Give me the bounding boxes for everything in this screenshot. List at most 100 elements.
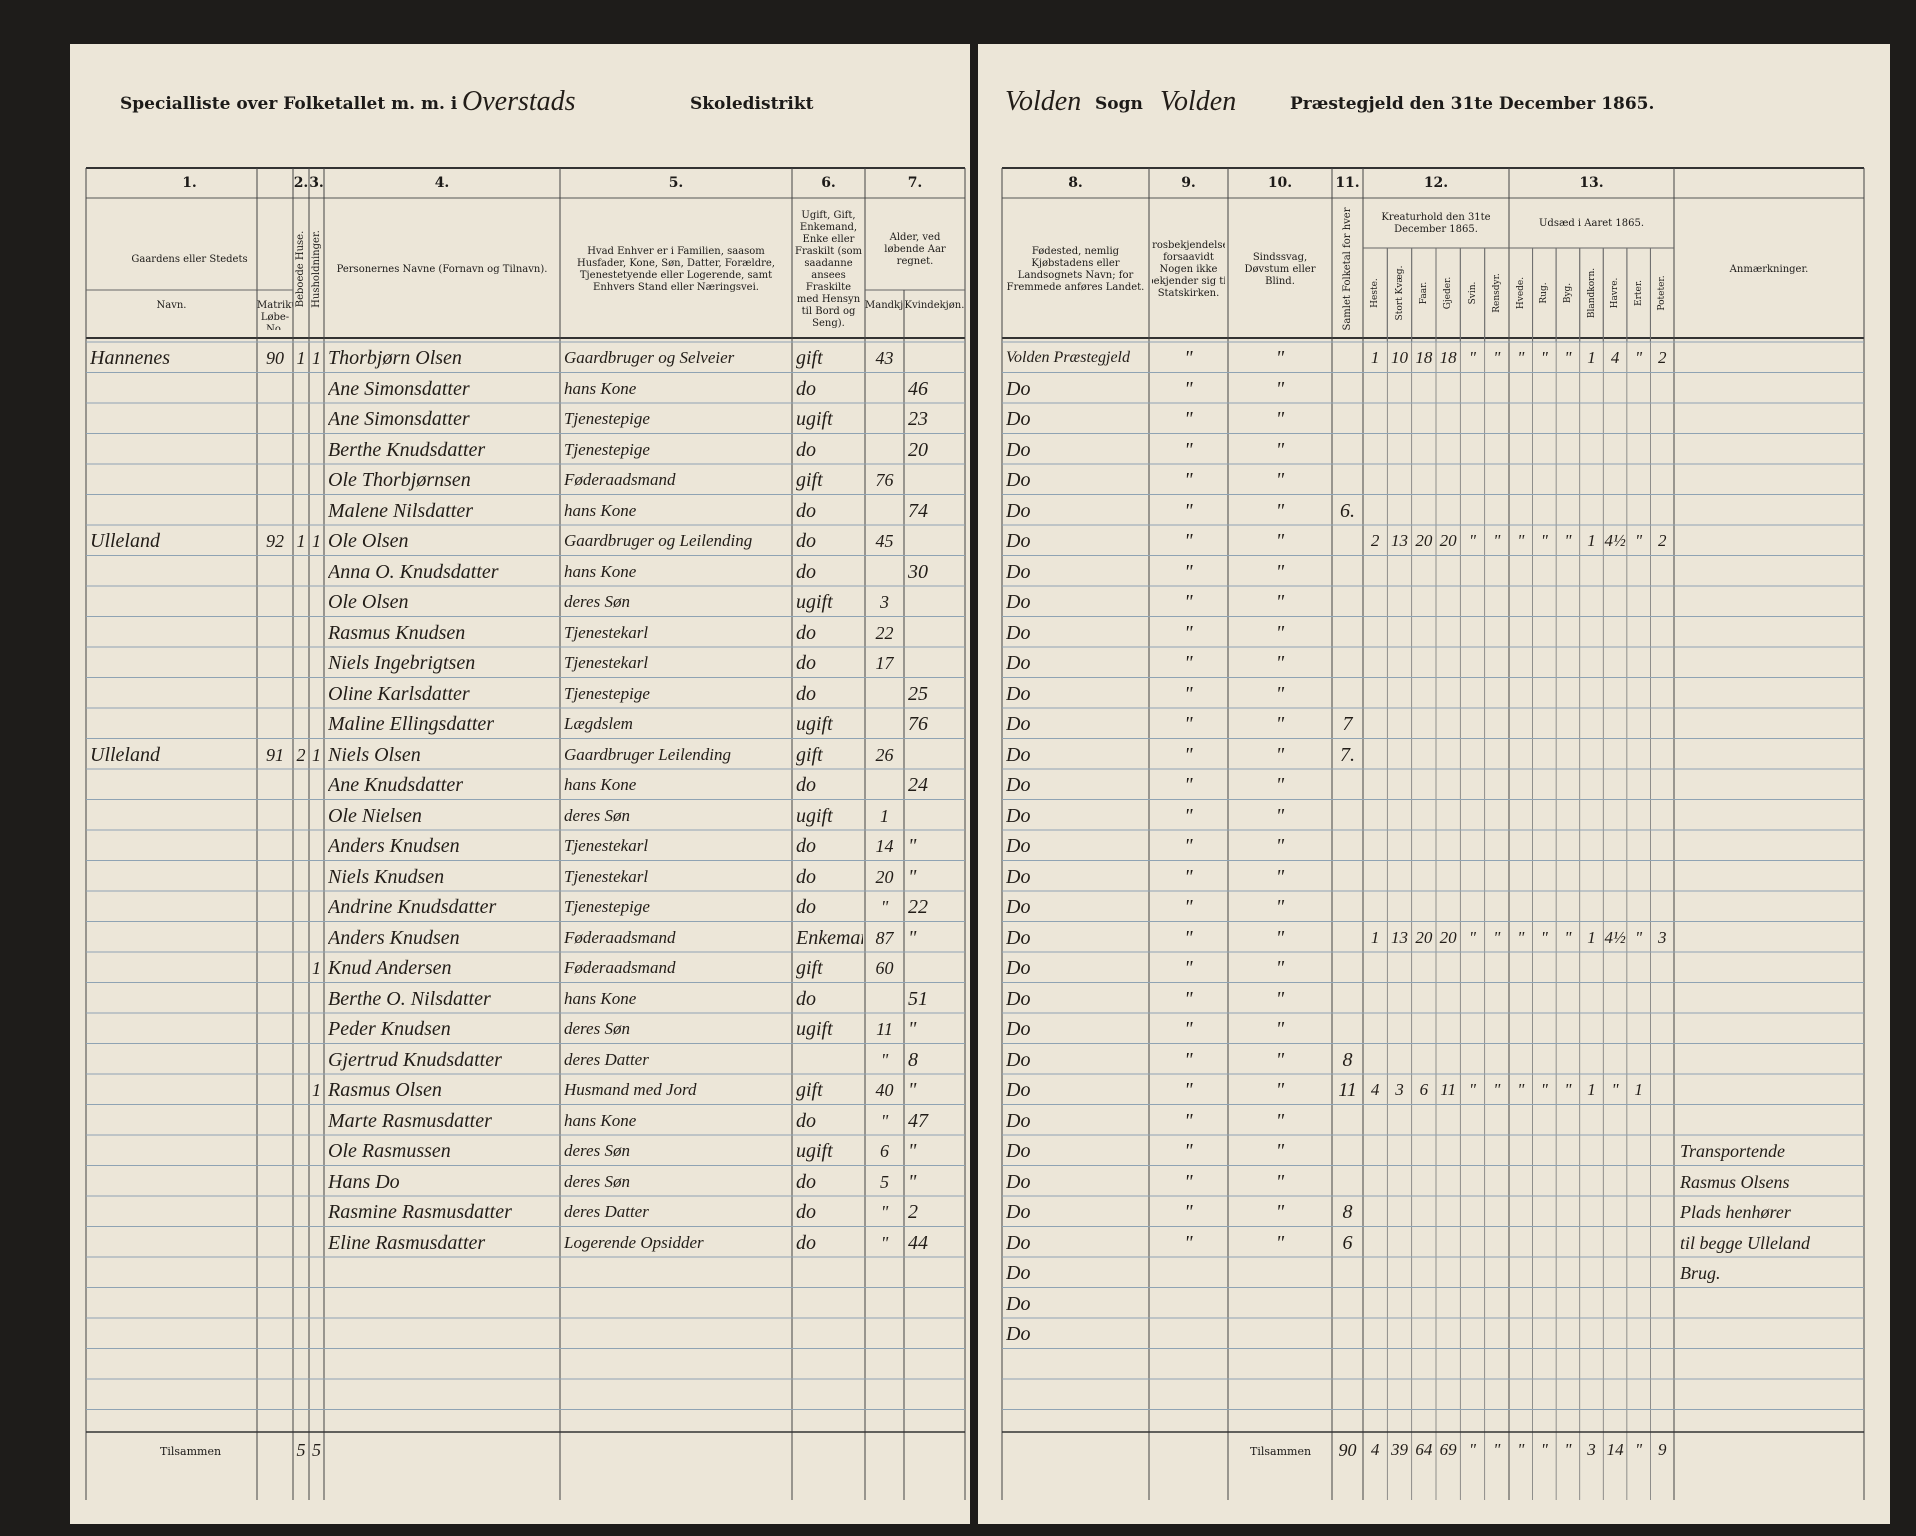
cell-born: Do	[1006, 1140, 1031, 1162]
count-cell: "	[1564, 927, 1572, 947]
cell-born: Do	[1006, 1079, 1031, 1101]
cell-born: Do	[1006, 804, 1031, 827]
cell-f: 44	[908, 1231, 928, 1254]
cell-c9: "	[1184, 591, 1193, 613]
cell-f: 25	[908, 682, 928, 705]
column-label: Kreaturhold den 31te December 1865.	[1381, 212, 1491, 235]
count-cell: 3	[1395, 1080, 1404, 1099]
cell-name: Marte Rasmusdatter	[328, 1109, 492, 1132]
count-cell: "	[1517, 531, 1525, 550]
cell-civil: do	[796, 1231, 816, 1254]
cell-civil: do	[796, 652, 816, 674]
cell-c9: "	[1184, 347, 1193, 369]
cell-hh: 1	[312, 958, 321, 978]
cell-civil: do	[796, 530, 816, 552]
cell-c11: 11	[1338, 1079, 1357, 1101]
cell-hh: 1	[312, 348, 321, 368]
cell-civil: do	[796, 1109, 816, 1132]
column-label: Hvad Enhver er i Familien, saasom Husfad…	[577, 246, 775, 293]
count-cell: 20	[1439, 531, 1457, 550]
cell-civil: ugift	[796, 408, 833, 430]
count-cell: 4	[1370, 1080, 1380, 1099]
count-cell: "	[1635, 348, 1643, 367]
cell-civil: do	[796, 682, 816, 705]
cell-houses: 1	[296, 531, 306, 551]
cell-born: Do	[1006, 438, 1031, 461]
count-cell: 2	[1657, 531, 1667, 550]
cell-name: Ole Rasmussen	[328, 1140, 451, 1162]
total-hh: 5	[312, 1440, 321, 1460]
cell-born: Do	[1006, 926, 1031, 949]
cell-c9: "	[1184, 1170, 1193, 1193]
cell-name: Knud Andersen	[328, 957, 452, 979]
total-count: "	[1517, 1440, 1525, 1459]
column-sublabel: Rensdyr.	[1491, 273, 1502, 313]
cell-civil: ugift	[796, 713, 833, 735]
cell-name: Berthe Knudsdatter	[328, 438, 486, 461]
cell-m: "	[880, 897, 889, 917]
title-hand: Volden	[1005, 86, 1082, 117]
count-cell: 1	[1587, 531, 1596, 550]
cell-c9: "	[1184, 652, 1193, 674]
cell-stand: Tjenestepige	[564, 409, 650, 428]
count-cell: 4½	[1604, 531, 1626, 550]
cell-c10: "	[1275, 682, 1285, 705]
cell-matr: 92	[266, 531, 284, 551]
column-number: 13.	[1579, 175, 1604, 191]
cell-c9: "	[1184, 682, 1193, 705]
count-cell: 1	[1587, 348, 1596, 367]
cell-f: 46	[908, 377, 928, 400]
cell-m: "	[880, 1232, 889, 1253]
cell-m: 76	[875, 470, 894, 490]
cell-m: 14	[875, 836, 894, 856]
column-label: Sindssvag, Døvstum eller Blind.	[1244, 252, 1316, 287]
title: Specialliste over Folketallet m. m. i	[120, 94, 458, 114]
cell-stand: Tjenestekarl	[564, 836, 649, 855]
cell-stand: deres Søn	[564, 1019, 630, 1038]
cell-c10: "	[1275, 1170, 1285, 1193]
cell-stand: Føderaadsmand	[564, 958, 676, 977]
total-count: 64	[1415, 1440, 1433, 1459]
cell-c10: "	[1275, 377, 1285, 400]
cell-name: Rasmus Knudsen	[328, 621, 466, 644]
cell-name: Ole Thorbjørnsen	[328, 469, 471, 491]
total-c11: 90	[1338, 1440, 1357, 1460]
cell-c10: "	[1275, 1048, 1285, 1071]
cell-born: Do	[1006, 743, 1031, 766]
cell-born: Do	[1006, 469, 1031, 491]
count-cell: "	[1517, 348, 1525, 367]
cell-name: Ane Simonsdatter	[328, 408, 470, 430]
count-cell: 1	[1370, 348, 1380, 367]
cell-f: 24	[908, 774, 928, 796]
cell-c11: 7	[1342, 713, 1353, 735]
count-cell: "	[1611, 1080, 1619, 1099]
cell-stand: Tjenestepige	[564, 897, 650, 916]
total-label: Tilsammen	[1250, 1445, 1312, 1458]
cell-civil: gift	[796, 957, 823, 979]
count-cell: "	[1493, 531, 1501, 550]
cell-stand: Gaardbruger og Leilending	[564, 531, 753, 550]
cell-stand: hans Kone	[564, 775, 637, 794]
cell-civil: do	[796, 1201, 816, 1223]
count-cell: 2	[1657, 348, 1667, 367]
cell-born: Do	[1006, 499, 1031, 522]
cell-c9: "	[1184, 865, 1193, 888]
cell-m: 43	[875, 348, 894, 368]
cell-born: Do	[1006, 530, 1031, 552]
column-number: 6.	[821, 175, 836, 191]
cell-c10: "	[1275, 347, 1285, 369]
cell-name: Anders Knudsen	[328, 926, 460, 949]
column-label: Personernes Navne (Fornavn og Tilnavn).	[336, 264, 548, 275]
cell-c10: "	[1275, 743, 1285, 766]
total-label: Tilsammen	[160, 1445, 222, 1458]
cell-c9: "	[1184, 1231, 1193, 1254]
cell-civil: ugift	[796, 1140, 833, 1162]
cell-m: 17	[875, 653, 894, 673]
total-count: 4	[1370, 1440, 1380, 1459]
cell-civil: do	[796, 438, 816, 461]
cell-c9: "	[1184, 713, 1193, 735]
cell-c10: "	[1275, 530, 1285, 552]
total-houses: 5	[296, 1440, 306, 1460]
count-cell: "	[1635, 927, 1643, 947]
count-cell: 2	[1370, 531, 1380, 550]
